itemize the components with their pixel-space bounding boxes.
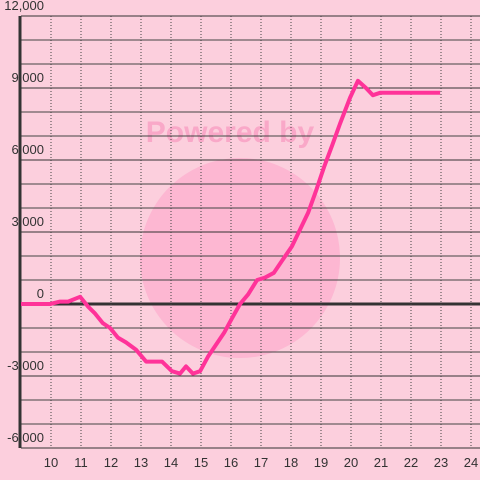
x-tick-label: 16 xyxy=(224,455,238,470)
x-tick-label: 20 xyxy=(344,455,358,470)
y-tick-label: 0 xyxy=(37,286,44,301)
x-tick-label: 15 xyxy=(194,455,208,470)
x-tick-label: 23 xyxy=(434,455,448,470)
x-tick-label: 12 xyxy=(104,455,118,470)
y-tick-label: 9,000 xyxy=(11,70,44,85)
y-tick-label: 3,000 xyxy=(11,214,44,229)
y-tick-label: -6,000 xyxy=(7,430,44,445)
x-tick-label: 17 xyxy=(254,455,268,470)
x-tick-label: 14 xyxy=(164,455,178,470)
x-tick-label: 22 xyxy=(404,455,418,470)
y-tick-label: -3,000 xyxy=(7,358,44,373)
x-tick-label: 24 xyxy=(464,455,478,470)
watermark: Powered by xyxy=(146,116,315,149)
y-tick-label: 6,000 xyxy=(11,142,44,157)
x-tick-label: 11 xyxy=(74,455,88,470)
line-series xyxy=(21,78,441,376)
x-tick-label: 10 xyxy=(44,455,58,470)
x-tick-label: 13 xyxy=(134,455,148,470)
x-tick-label: 21 xyxy=(374,455,388,470)
x-tick-label: 19 xyxy=(314,455,328,470)
x-tick-label: 18 xyxy=(284,455,298,470)
y-tick-label: 12,000 xyxy=(4,0,44,13)
